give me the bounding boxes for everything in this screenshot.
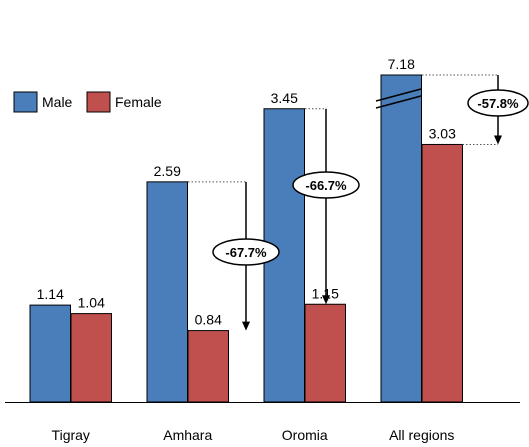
category-label: Tigray bbox=[52, 427, 90, 443]
bar-male-amhara bbox=[146, 181, 188, 403]
value-label: 3.45 bbox=[271, 90, 298, 106]
category-label: Amhara bbox=[163, 427, 212, 443]
bar-female-all-regions bbox=[421, 143, 463, 403]
change-label: -67.7% bbox=[225, 245, 267, 260]
change-badge bbox=[292, 171, 360, 199]
bar-male-tigray bbox=[29, 304, 71, 403]
legend-swatch-female bbox=[86, 91, 111, 113]
value-label: 1.14 bbox=[37, 286, 64, 302]
bar-female-oromia bbox=[304, 303, 346, 403]
value-label: 2.59 bbox=[154, 163, 181, 179]
value-label: 7.18 bbox=[388, 56, 415, 72]
value-label: 3.03 bbox=[429, 125, 456, 141]
axis-break-mark bbox=[375, 95, 422, 109]
change-badge bbox=[467, 89, 529, 117]
legend-swatch-male bbox=[13, 91, 38, 113]
bar-female-tigray bbox=[70, 313, 112, 403]
arrow-head bbox=[242, 321, 250, 331]
arrow-head bbox=[494, 135, 502, 145]
arrow-head bbox=[322, 295, 330, 305]
value-label: 0.84 bbox=[195, 312, 222, 328]
change-label: -57.8% bbox=[477, 96, 519, 111]
bar-male-all-regions bbox=[380, 74, 422, 403]
change-label: -66.7% bbox=[305, 178, 347, 193]
change-badge bbox=[212, 238, 280, 266]
legend-label-male: Male bbox=[42, 94, 73, 110]
axis-break-mark bbox=[375, 88, 422, 102]
category-label: All regions bbox=[389, 427, 454, 443]
category-label: Oromia bbox=[282, 427, 328, 443]
bar-female-amhara bbox=[187, 330, 229, 403]
legend-label-female: Female bbox=[115, 94, 162, 110]
value-label: 1.04 bbox=[78, 295, 105, 311]
